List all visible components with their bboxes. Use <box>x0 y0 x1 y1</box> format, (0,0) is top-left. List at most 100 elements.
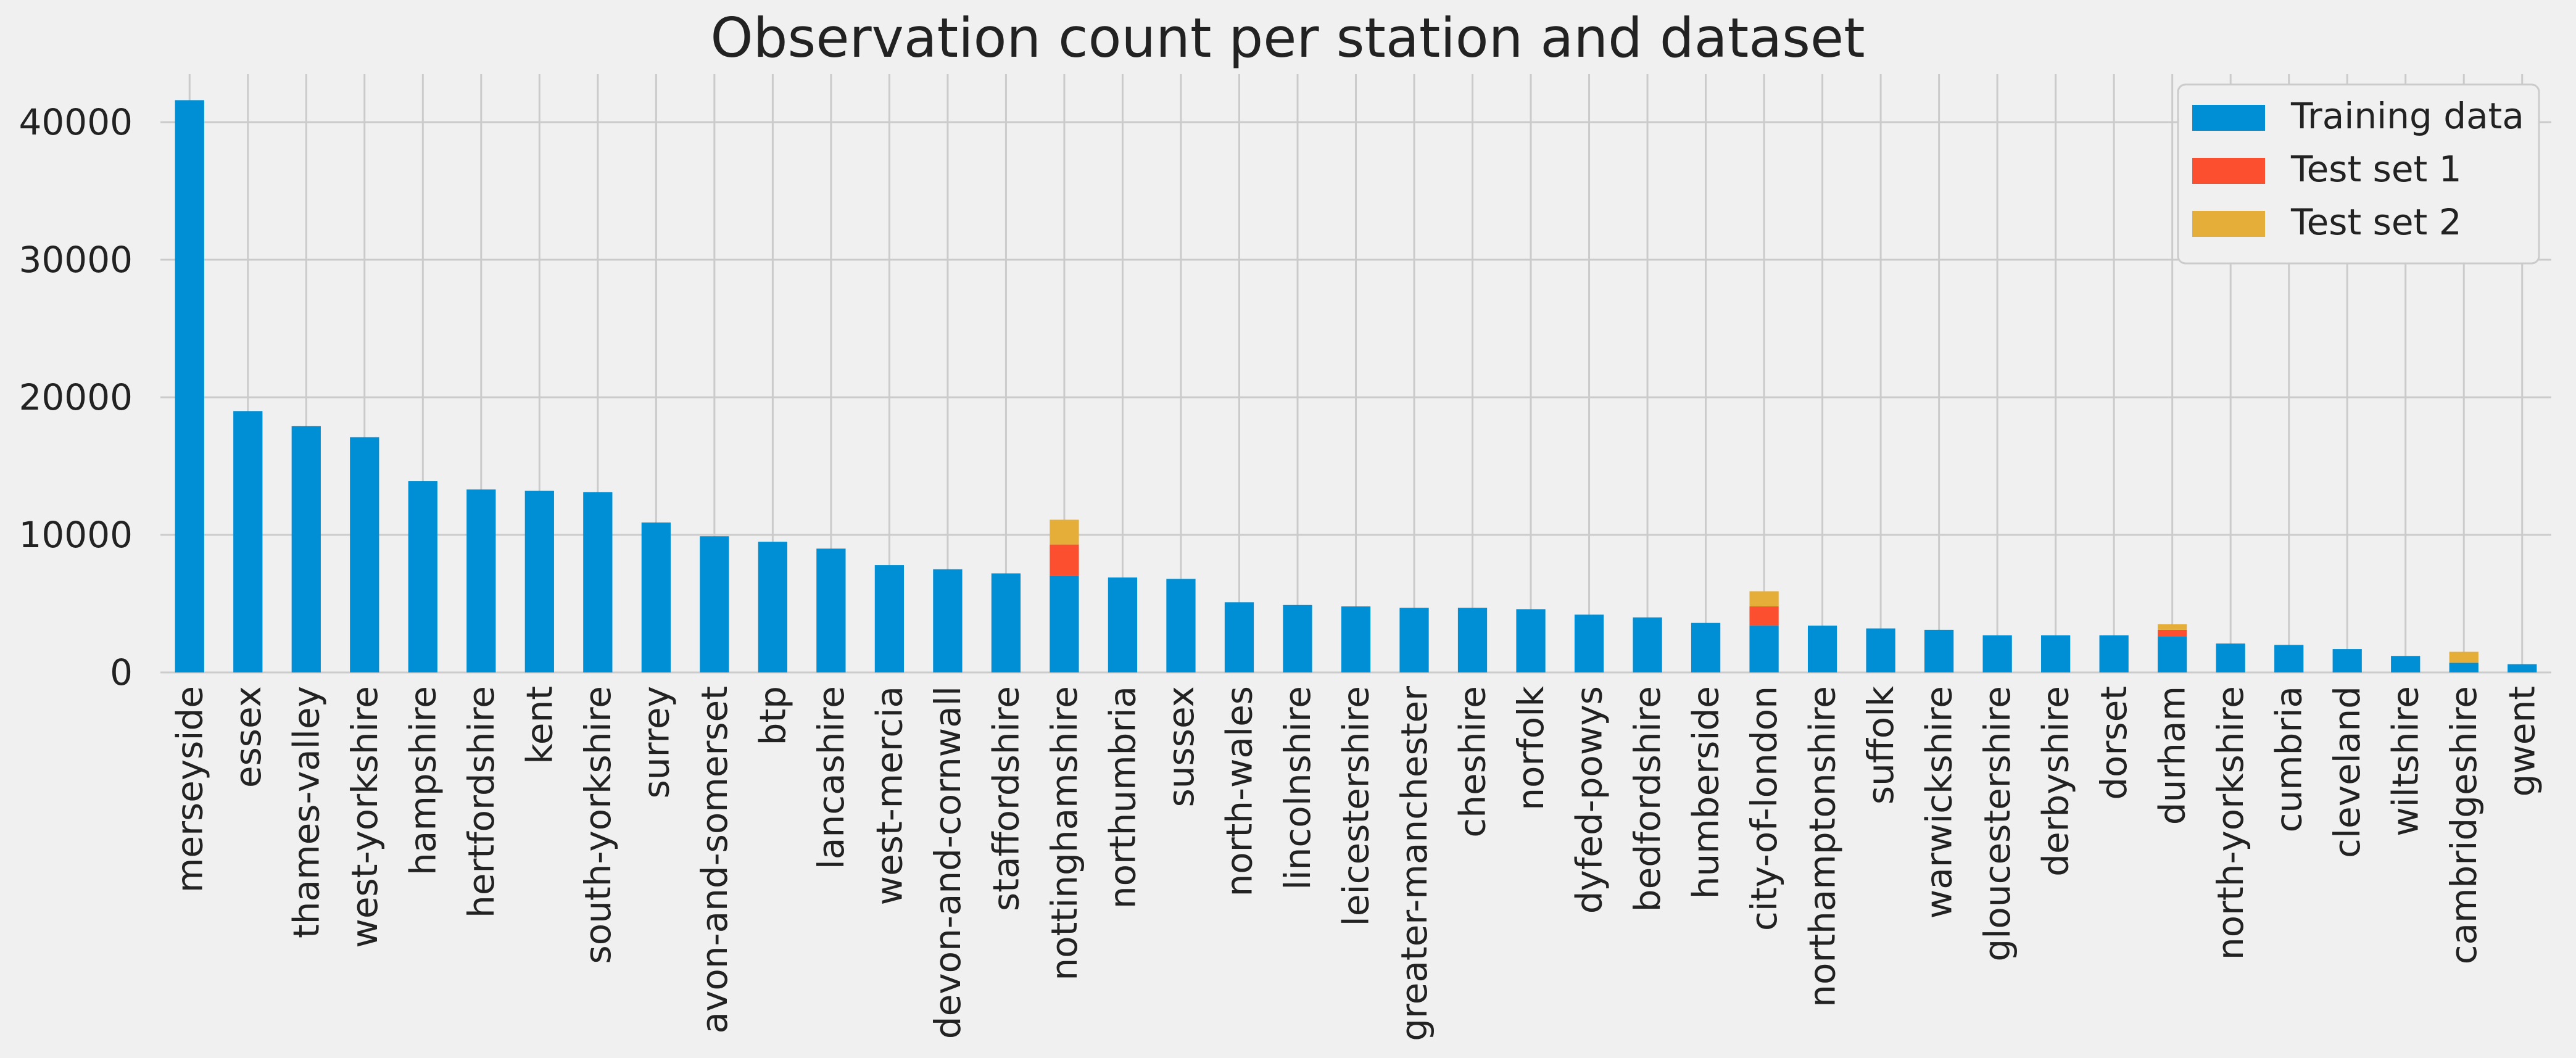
x-axis-ticks: merseyside essex thames-valley west-yorkshi… <box>168 686 2543 1041</box>
bar-kent-series-0 <box>524 490 554 672</box>
x-tick-label: bedfordshire <box>1626 686 1668 912</box>
bar-city-of-london-series-2 <box>1749 591 1779 606</box>
bar-merseyside-series-0 <box>175 100 204 673</box>
legend-label-series-1: Test set 1 <box>2290 148 2462 190</box>
x-tick-label: north-yorkshire <box>2209 686 2251 960</box>
bar-avon-and-somerset-series-0 <box>700 536 729 672</box>
bar-dyfed-powys-series-0 <box>1574 614 1604 672</box>
x-tick-label: wiltshire <box>2385 686 2427 837</box>
x-tick-label: cleveland <box>2326 686 2368 858</box>
x-tick-label: derbyshire <box>2035 686 2077 877</box>
x-tick-label: avon-and-somerset <box>694 686 735 1033</box>
bar-wiltshire-series-0 <box>2391 656 2421 672</box>
x-tick-label: lancashire <box>810 686 852 869</box>
bar-lincolnshire-series-0 <box>1283 605 1312 672</box>
y-tick-label: 30000 <box>19 239 133 281</box>
x-tick-label: gloucestershire <box>1976 686 2018 962</box>
x-tick-label: leicestershire <box>1335 686 1377 926</box>
x-tick-label: greater-manchester <box>1393 686 1435 1041</box>
bar-nottinghamshire-series-2 <box>1050 519 1079 545</box>
x-tick-label: surrey <box>635 686 677 798</box>
bar-west-mercia-series-0 <box>874 565 905 672</box>
legend-swatch-series-0 <box>2192 105 2265 131</box>
x-tick-label: btp <box>752 686 793 745</box>
legend-box <box>2177 83 2540 265</box>
bar-cumbria-series-0 <box>2274 645 2304 672</box>
x-tick-label: gwent <box>2501 686 2543 796</box>
bar-gwent-series-0 <box>2508 664 2537 672</box>
bar-north-wales-series-0 <box>1224 602 1254 672</box>
x-tick-label: lincolnshire <box>1277 686 1319 890</box>
bar-gloucestershire-series-0 <box>1982 635 2012 672</box>
x-tick-label: north-wales <box>1218 686 1260 897</box>
x-tick-label: hertfordshire <box>460 686 502 918</box>
bar-dorset-series-0 <box>2099 635 2129 672</box>
bar-cleveland-series-0 <box>2332 649 2362 672</box>
bar-greater-manchester-series-0 <box>1399 608 1429 672</box>
y-tick-label: 10000 <box>19 514 133 556</box>
x-tick-label: suffolk <box>1860 686 1902 805</box>
bar-sussex-series-0 <box>1166 579 1196 672</box>
bar-durham-series-0 <box>2158 637 2187 672</box>
legend-swatch-series-1 <box>2192 158 2265 184</box>
x-tick-label: west-mercia <box>868 686 910 905</box>
bar-leicestershire-series-0 <box>1341 606 1371 672</box>
x-tick-label: south-yorkshire <box>577 686 619 964</box>
bar-norfolk-series-0 <box>1516 609 1546 672</box>
bar-durham-series-2 <box>2158 624 2187 630</box>
bar-cambridgeshire-series-2 <box>2449 651 2479 663</box>
bar-nottinghamshire-series-0 <box>1050 576 1079 672</box>
x-tick-label: nottinghamshire <box>1043 686 1085 981</box>
x-tick-label: dyfed-powys <box>1568 686 1610 914</box>
x-tick-label: staffordshire <box>985 686 1027 911</box>
x-tick-label: durham <box>2151 686 2193 825</box>
x-tick-label: kent <box>518 686 560 764</box>
y-axis-ticks: 0 10000 20000 30000 40000 <box>19 101 133 693</box>
bar-south-yorkshire-series-0 <box>583 492 613 672</box>
legend-swatch-series-2 <box>2192 211 2265 237</box>
bar-city-of-london-series-0 <box>1749 626 1779 672</box>
y-tick-label: 20000 <box>19 376 133 418</box>
bar-hampshire-series-0 <box>408 481 437 672</box>
bar-surrey-series-0 <box>641 522 671 672</box>
x-tick-label: humberside <box>1685 686 1727 899</box>
bar-lancashire-series-0 <box>816 548 846 672</box>
x-tick-label: dorset <box>2093 686 2135 800</box>
bar-humberside-series-0 <box>1691 622 1721 672</box>
x-tick-label: west-yorkshire <box>344 686 386 948</box>
legend-label-series-2: Test set 2 <box>2290 201 2462 243</box>
bar-cheshire-series-0 <box>1457 608 1488 672</box>
x-tick-label: thames-valley <box>285 686 327 938</box>
x-tick-label: city-of-london <box>1743 686 1785 931</box>
x-tick-label: warwickshire <box>1918 686 1960 919</box>
bar-west-yorkshire-series-0 <box>350 437 379 672</box>
bar-staffordshire-series-0 <box>991 573 1021 672</box>
x-tick-label: sussex <box>1160 686 1202 807</box>
legend: Training data Test set 1 Test set 2 <box>2177 83 2540 265</box>
y-tick-label: 0 <box>110 651 133 693</box>
bar-devon-and-cornwall-series-0 <box>933 569 963 672</box>
x-tick-label: cambridgeshire <box>2443 686 2485 964</box>
x-tick-label: devon-and-cornwall <box>927 686 969 1039</box>
bar-north-yorkshire-series-0 <box>2216 643 2245 672</box>
x-tick-label: merseyside <box>168 686 210 893</box>
x-tick-label: northamptonshire <box>1802 686 1844 1007</box>
bar-bedfordshire-series-0 <box>1633 617 1662 672</box>
bar-thames-valley-series-0 <box>291 426 321 672</box>
x-tick-label: cheshire <box>1452 686 1494 838</box>
x-tick-label: hampshire <box>402 686 444 875</box>
bar-cambridgeshire-series-0 <box>2449 663 2479 672</box>
bar-durham-series-1 <box>2158 629 2187 637</box>
bar-hertfordshire-series-0 <box>466 489 496 672</box>
bar-nottinghamshire-series-1 <box>1050 544 1079 576</box>
bar-suffolk-series-0 <box>1866 628 1895 672</box>
bars <box>175 100 2537 673</box>
bar-derbyshire-series-0 <box>2041 635 2071 672</box>
bar-northamptonshire-series-0 <box>1807 626 1837 672</box>
bar-warwickshire-series-0 <box>1924 629 1954 672</box>
y-tick-label: 40000 <box>19 101 133 143</box>
bar-northumbria-series-0 <box>1108 577 1138 672</box>
bar-btp-series-0 <box>758 542 788 672</box>
